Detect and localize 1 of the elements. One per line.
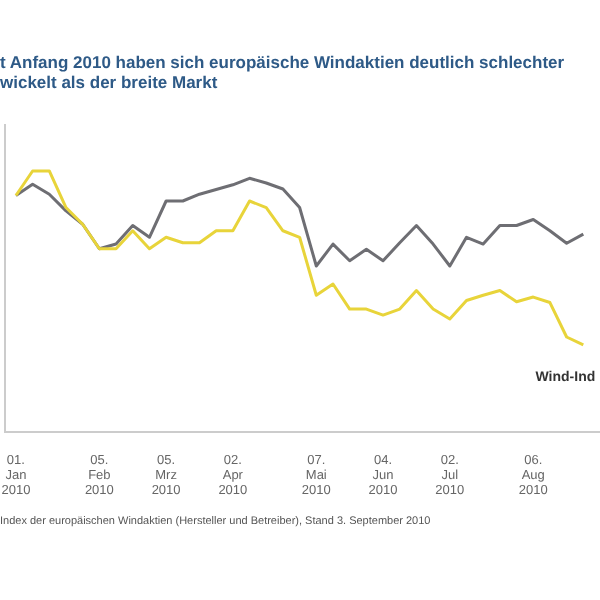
chart-title: t Anfang 2010 haben sich europäische Windaktien deutlich schlechter wickelt als der breite Markt bbox=[0, 52, 567, 92]
